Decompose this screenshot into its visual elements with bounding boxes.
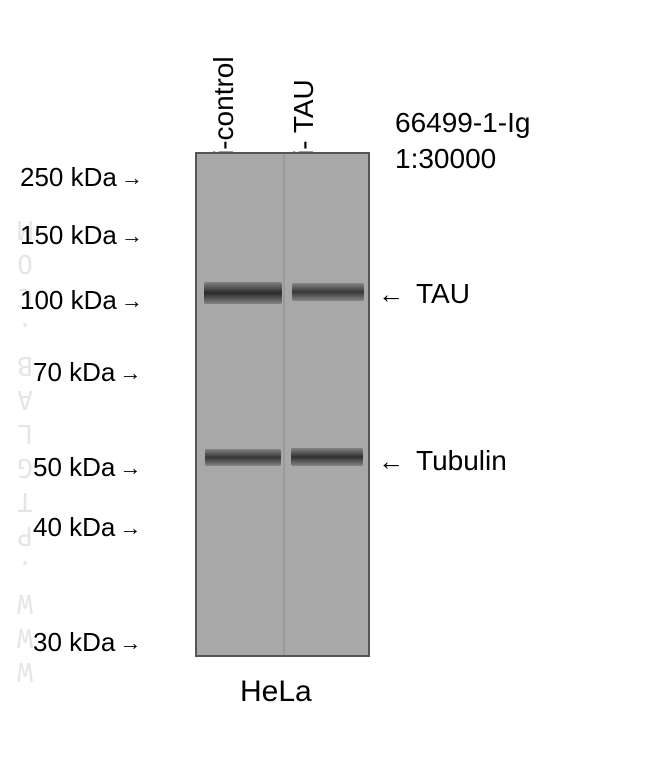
band-tubulin-lane2: [291, 448, 363, 466]
mw-marker: 100 kDa→: [20, 285, 143, 316]
band-tau-lane1: [204, 282, 282, 304]
lane-divider: [283, 154, 285, 655]
arrow-right-icon: →: [119, 630, 141, 656]
mw-marker: 30 kDa→: [33, 627, 141, 658]
target-label-tau: ← TAU: [378, 278, 470, 310]
mw-marker: 250 kDa→: [20, 162, 143, 193]
antibody-dilution: 1:30000: [395, 141, 530, 177]
arrow-left-icon: ←: [378, 279, 404, 310]
mw-marker: 70 kDa→: [33, 357, 141, 388]
arrow-left-icon: ←: [378, 446, 404, 477]
band-tau-lane2: [292, 283, 364, 301]
target-label-tubulin: ← Tubulin: [378, 445, 507, 477]
arrow-right-icon: →: [119, 455, 141, 481]
sample-label: HeLa: [240, 675, 312, 709]
arrow-right-icon: →: [121, 288, 143, 314]
antibody-catalog: 66499-1-Ig: [395, 105, 530, 141]
mw-marker: 150 kDa→: [20, 220, 143, 251]
band-tubulin-lane1: [205, 449, 281, 466]
mw-marker: 50 kDa→: [33, 452, 141, 483]
antibody-info: 66499-1-Ig 1:30000: [395, 105, 530, 178]
mw-marker: 40 kDa→: [33, 512, 141, 543]
arrow-right-icon: →: [121, 165, 143, 191]
arrow-right-icon: →: [119, 515, 141, 541]
arrow-right-icon: →: [119, 360, 141, 386]
watermark-text: WWW.PTGLAB.COM: [10, 210, 40, 686]
arrow-right-icon: →: [121, 223, 143, 249]
blot-membrane: [195, 152, 370, 657]
